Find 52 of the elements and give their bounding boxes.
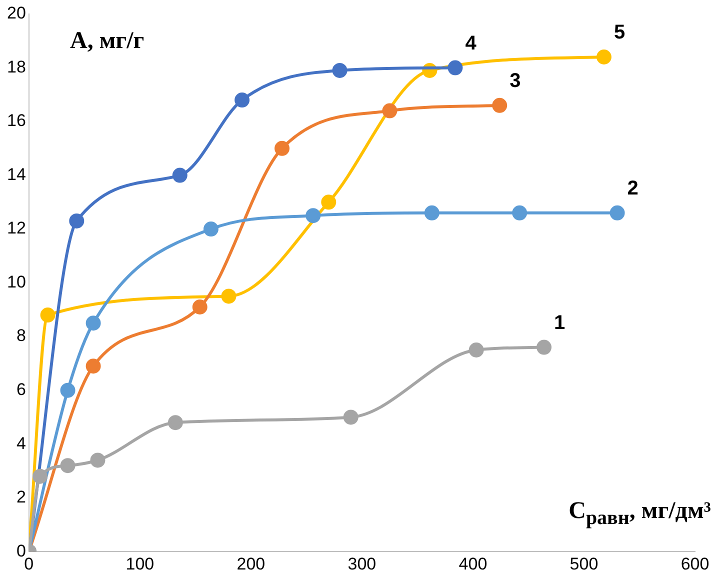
point (382, 103, 398, 118)
point (234, 92, 250, 108)
point (90, 452, 106, 468)
x-axis-title: С$_{равн}$, мг/дм³ (568, 498, 711, 530)
point (40, 308, 56, 323)
x-tick-label: 500 (570, 554, 598, 574)
point (172, 168, 188, 183)
x-tick-label: 400 (458, 554, 488, 574)
series-label: 1 (554, 312, 566, 334)
series-label: 2 (627, 177, 638, 200)
x-tick-label: 100 (126, 554, 154, 574)
y-tick-label: 12 (6, 218, 26, 238)
x-tick-label: 600 (680, 554, 710, 574)
point (492, 98, 508, 113)
y-tick-label: 18 (6, 57, 26, 76)
y-tick-label: 20 (6, 4, 26, 23)
y-tick-label: 10 (6, 272, 26, 292)
point (424, 205, 440, 220)
y-tick-label: 8 (16, 326, 26, 346)
y-tick-label: 14 (6, 164, 26, 184)
point (343, 410, 358, 425)
y-tick-label: 6 (16, 380, 26, 400)
point (536, 340, 552, 355)
series-label: 5 (614, 22, 626, 44)
y-axis-title: А, мг/г (70, 28, 144, 55)
point (203, 222, 218, 237)
point (192, 299, 208, 314)
point (274, 140, 290, 156)
point (168, 415, 183, 430)
x-tick-label: 300 (348, 554, 376, 574)
y-tick-label: 0 (16, 541, 26, 560)
point (306, 208, 321, 224)
y-tick-label: 4 (16, 434, 26, 453)
series-label: 3 (510, 70, 521, 92)
point (448, 60, 463, 76)
point (610, 205, 625, 220)
point (32, 468, 48, 484)
point (60, 458, 76, 474)
y-tick-label: 16 (6, 111, 26, 130)
y-tick-label: 2 (16, 488, 26, 507)
point (596, 50, 612, 65)
point (332, 62, 348, 78)
point (321, 194, 336, 210)
point (221, 288, 236, 304)
point (86, 316, 101, 331)
series-label: 4 (465, 32, 478, 54)
x-tick-label: 200 (236, 554, 266, 574)
point (60, 382, 76, 398)
point (69, 213, 84, 228)
point (512, 205, 528, 220)
point (86, 358, 101, 374)
point (468, 342, 484, 358)
